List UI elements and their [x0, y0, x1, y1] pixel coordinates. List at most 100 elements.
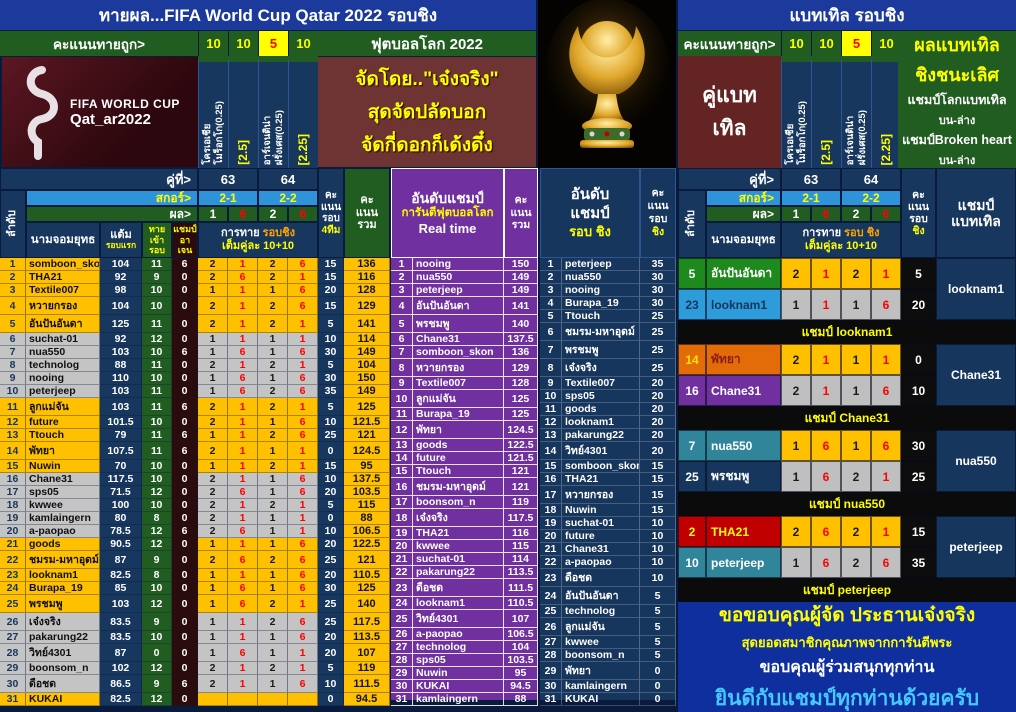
realtime-ranking-table: อันดับแชมป์ การันตีฟุตบอลโลก Real time ค… — [391, 168, 538, 706]
footer-line3: ขอบคุณผู้ร่วมสนุกทุกท่าน — [759, 658, 935, 676]
promo-box: จัดโดย.."เจ๋งจริง" สุดจัดปลัดบอก จัดกี่ด… — [318, 57, 536, 167]
cell-prediction: 1 — [228, 442, 258, 460]
cell-rank: 7 — [540, 341, 562, 359]
cell-rank: 16 — [391, 478, 413, 496]
table-row: 27 pakarung22 83.5 10 0 1 1 1 6 20 113.5 — [0, 631, 390, 644]
battle-cell-prediction: 6 — [871, 375, 901, 406]
cell-name: nua550 — [26, 346, 100, 359]
cell-prediction: 1 — [288, 271, 318, 284]
table-row: 12 future 101.5 10 0 2 1 1 6 10 121.5 — [0, 416, 390, 429]
cell-total-points: 110.5 — [344, 569, 390, 582]
cell-total-points: 140 — [344, 595, 390, 613]
cell-prediction: 2 — [198, 499, 228, 512]
scorebar-point: 10 — [781, 31, 811, 56]
ranking-row: 21 suchat-01 114 — [391, 553, 538, 566]
header-line: รอบ — [909, 213, 928, 225]
cell-name: อันปันอันดา — [562, 587, 640, 605]
battle-cell-prediction: 2 — [841, 516, 871, 547]
cell-first-round-points: 103 — [100, 398, 142, 416]
battle-cell-prediction: 1 — [871, 258, 901, 289]
cell-score: 20 — [640, 403, 676, 416]
cell-prediction: 2 — [198, 271, 228, 284]
cell-prediction: 1 — [198, 613, 228, 631]
footer-line2: สุดยอดสมาชิกคุณภาพจากการันตีพระ — [741, 634, 953, 650]
cell-round-points: 20 — [318, 644, 344, 662]
cell-rank: 15 — [540, 460, 562, 473]
cell-prediction: 1 — [198, 385, 228, 398]
battle-cell-points: 35 — [901, 547, 936, 578]
cell-prediction: 6 — [228, 271, 258, 284]
cell-qualify-points: 8 — [142, 512, 172, 525]
cell-round-points: 15 — [318, 460, 344, 473]
cell-first-round-points: 83.5 — [100, 631, 142, 644]
match-column-label: [2.25] — [296, 133, 310, 165]
cell-name: pakarung22 — [413, 566, 504, 579]
ranking-row: 4 อันปันอันดา 141 — [391, 297, 538, 315]
cell-rank: 17 — [0, 486, 26, 499]
cell-champion-points: 6 — [172, 675, 198, 693]
cell-score: 136 — [504, 346, 538, 359]
ranking-row: 2 nua550 30 — [540, 271, 676, 284]
cell-prediction: 1 — [198, 631, 228, 644]
cell-score: 88 — [504, 693, 538, 706]
cell-prediction: 1 — [288, 595, 318, 613]
cell-total-points: 149 — [344, 346, 390, 359]
cell-name: ชมรม-มหาอุดม์ — [26, 551, 100, 569]
cell-total-points: 119 — [344, 662, 390, 675]
cell-name: ชมรม-มหาอุดม์ — [413, 478, 504, 496]
cell-round-points: 5 — [318, 315, 344, 333]
cell-score: 20 — [640, 442, 676, 460]
result-1: 1 — [198, 206, 228, 222]
cell-score: 15 — [640, 486, 676, 504]
ranking-row: 23 ดือชด 111.5 — [391, 579, 538, 597]
cell-prediction: 2 — [198, 473, 228, 486]
battle-result-4: 6 — [871, 206, 901, 222]
table-row: 7 nua550 103 10 6 1 6 1 6 30 149 — [0, 346, 390, 359]
ranking-row: 22 a-paopao 10 — [540, 556, 676, 569]
cell-score: 125 — [504, 390, 538, 408]
battle-cell-prediction: 1 — [811, 344, 841, 375]
ranking-row: 19 suchat-01 10 — [540, 517, 676, 530]
battle-pair-line2: เทิล — [712, 117, 747, 140]
ranking-row: 3 peterjeep 149 — [391, 284, 538, 297]
cell-prediction: 1 — [258, 538, 288, 551]
result-4: 6 — [288, 206, 318, 222]
ranking-row: 5 พรชมพู 140 — [391, 315, 538, 333]
battle-pair-line1: คู่แบท — [702, 84, 757, 107]
cell-prediction: 1 — [288, 333, 318, 346]
cell-rank: 9 — [540, 377, 562, 390]
logo-line1: FIFA WORLD CUP — [70, 96, 180, 111]
cell-prediction: 6 — [288, 346, 318, 359]
cell-name: future — [562, 530, 640, 543]
cell-round-points: 30 — [318, 372, 344, 385]
cell-name: kwwee — [413, 540, 504, 553]
ranking-row: 13 goods 122.5 — [391, 439, 538, 452]
cell-name: อันปันอันดา — [26, 315, 100, 333]
battle-cell-prediction: 2 — [781, 344, 811, 375]
cell-total-points: 111.5 — [344, 675, 390, 693]
cell-prediction: 6 — [228, 486, 258, 499]
battle-cell-champion: Chane31 — [936, 344, 1016, 406]
cell-rank: 15 — [0, 460, 26, 473]
scorebar-point: 5 — [258, 31, 288, 56]
ranking-row: 2 nua550 149 — [391, 271, 538, 284]
cell-score: 95 — [504, 667, 538, 680]
cell-rank: 20 — [0, 525, 26, 538]
cell-name: kwwee — [562, 636, 640, 649]
battle-name-header: นามจอมยุทธ — [706, 222, 781, 258]
cell-prediction: 1 — [288, 315, 318, 333]
cell-prediction: 2 — [198, 398, 228, 416]
cell-total-points: 137.5 — [344, 473, 390, 486]
table-row: 20 a-paopao 78.5 12 6 2 6 1 1 10 106.5 — [0, 525, 390, 538]
cell-name: ชมรม-มหาอุดม์ — [562, 323, 640, 341]
cell-name: pakarung22 — [562, 429, 640, 442]
cell-prediction: 1 — [258, 284, 288, 297]
cell-rank: 17 — [391, 496, 413, 509]
cell-total-points: 150 — [344, 372, 390, 385]
cell-prediction: 1 — [258, 675, 288, 693]
battle-pair: 14 พัทยา 2 1 1 1 0 16 Chane31 2 1 1 6 10 Chane31 แชมป์ … — [678, 344, 1016, 430]
cell-score: 10 — [640, 530, 676, 543]
battle-result-1: 1 — [781, 206, 811, 222]
cell-score: 10 — [640, 556, 676, 569]
cell-prediction: 1 — [228, 297, 258, 315]
